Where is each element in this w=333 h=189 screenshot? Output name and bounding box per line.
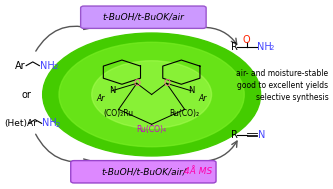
Text: N: N [109, 86, 115, 95]
Text: selective synthesis: selective synthesis [255, 93, 328, 102]
Text: Ar: Ar [199, 94, 207, 103]
Text: air- and moisture-stable: air- and moisture-stable [236, 69, 328, 77]
Circle shape [59, 42, 244, 147]
FancyBboxPatch shape [71, 161, 216, 183]
FancyBboxPatch shape [81, 6, 206, 28]
Text: t-BuOH/t-BuOK/air/: t-BuOH/t-BuOK/air/ [101, 167, 186, 176]
Text: O: O [163, 79, 170, 88]
Text: 2: 2 [56, 122, 60, 128]
Text: NH: NH [42, 118, 57, 128]
Text: Ru(CO)₂: Ru(CO)₂ [169, 109, 200, 118]
Text: NH: NH [40, 61, 55, 71]
Text: Ru(CO)₄: Ru(CO)₄ [137, 125, 166, 134]
Text: Ar: Ar [96, 94, 105, 103]
Text: 4Å MS: 4Å MS [184, 167, 212, 176]
Text: N: N [258, 129, 266, 139]
Text: (Het)Ar: (Het)Ar [5, 119, 38, 128]
Text: R: R [231, 129, 238, 139]
Text: (CO)₂Ru: (CO)₂Ru [104, 109, 134, 118]
Circle shape [43, 33, 261, 156]
Text: O: O [243, 35, 250, 45]
Text: Ar: Ar [15, 61, 25, 71]
Text: NH: NH [257, 42, 272, 52]
Text: 2: 2 [270, 45, 274, 51]
Text: N: N [188, 86, 194, 95]
Text: or: or [21, 90, 31, 99]
Text: 2: 2 [54, 64, 58, 70]
Text: R: R [231, 42, 238, 52]
Text: O: O [133, 79, 140, 88]
Circle shape [92, 61, 211, 128]
Text: t-BuOH/t-BuOK/air: t-BuOH/t-BuOK/air [103, 13, 184, 22]
Text: good to excellent yields: good to excellent yields [237, 81, 328, 90]
